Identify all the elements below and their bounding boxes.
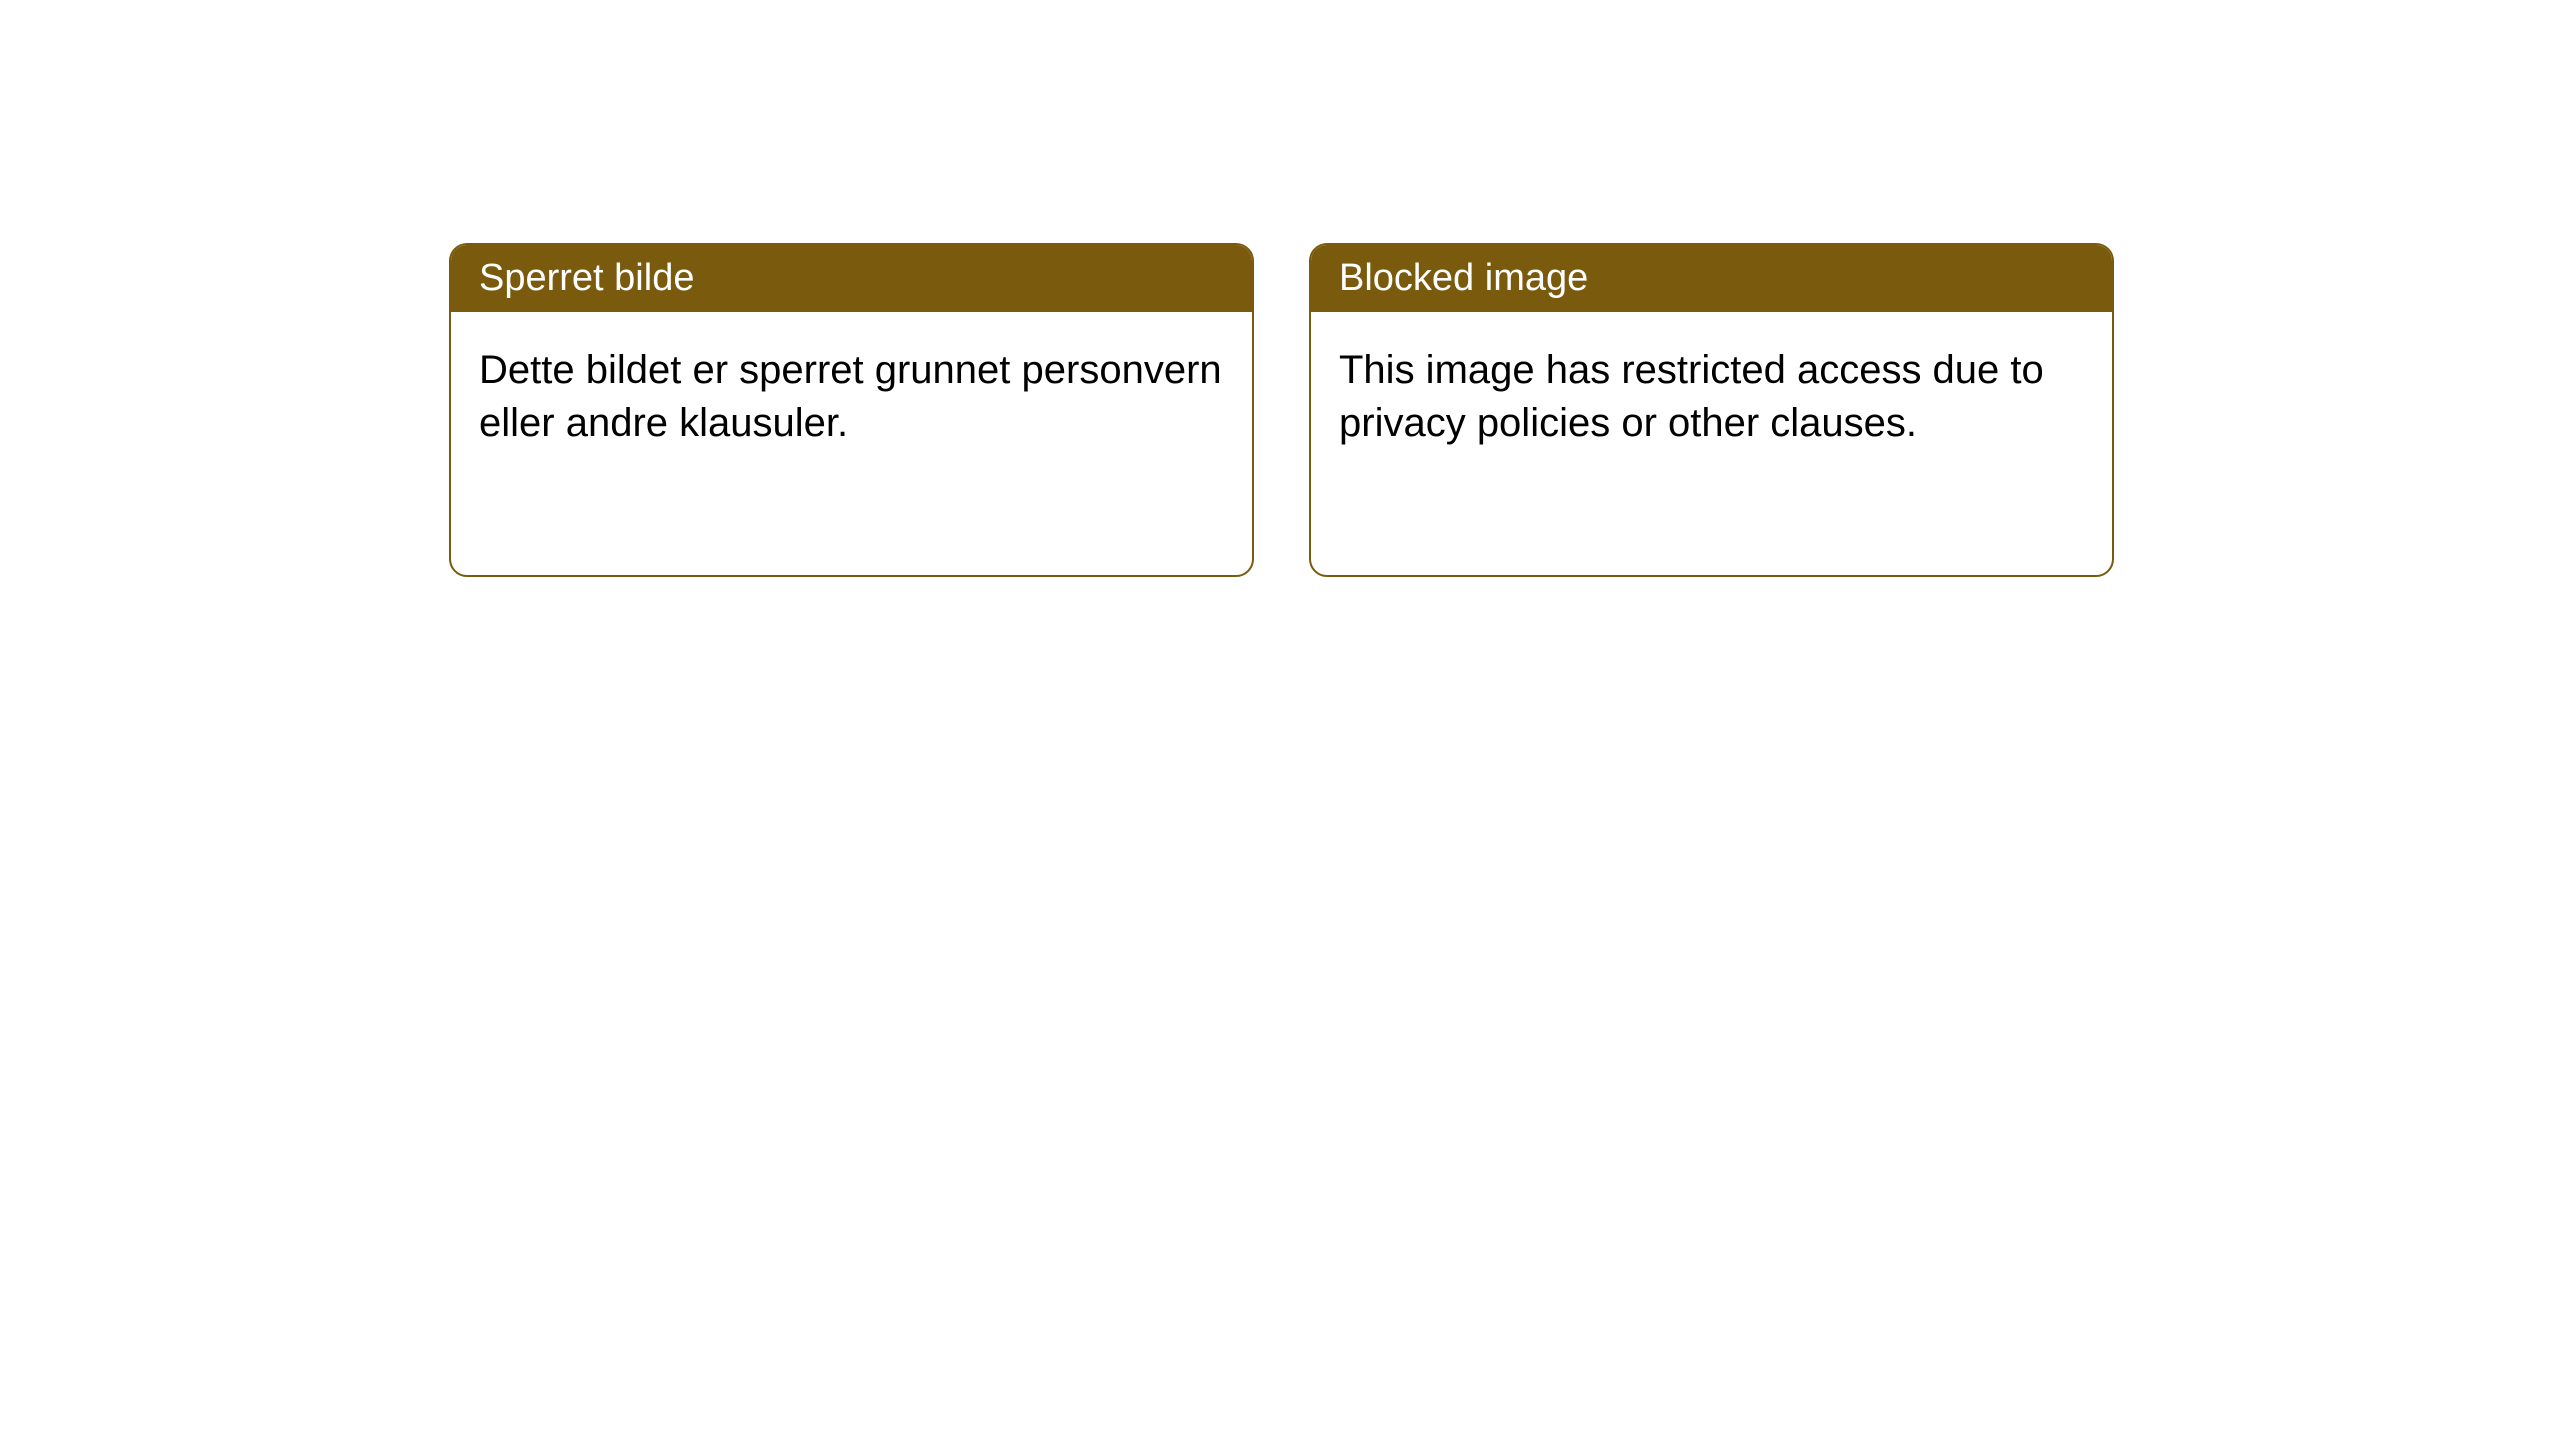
blocked-image-card-no: Sperret bilde Dette bildet er sperret gr… <box>449 243 1254 577</box>
card-header-en: Blocked image <box>1311 245 2112 312</box>
card-body-en: This image has restricted access due to … <box>1311 312 2112 482</box>
card-message-en: This image has restricted access due to … <box>1339 348 2044 445</box>
card-message-no: Dette bildet er sperret grunnet personve… <box>479 348 1222 445</box>
card-body-no: Dette bildet er sperret grunnet personve… <box>451 312 1252 482</box>
card-title-no: Sperret bilde <box>479 257 694 299</box>
notice-cards-container: Sperret bilde Dette bildet er sperret gr… <box>449 243 2114 577</box>
blocked-image-card-en: Blocked image This image has restricted … <box>1309 243 2114 577</box>
card-header-no: Sperret bilde <box>451 245 1252 312</box>
card-title-en: Blocked image <box>1339 257 1588 299</box>
